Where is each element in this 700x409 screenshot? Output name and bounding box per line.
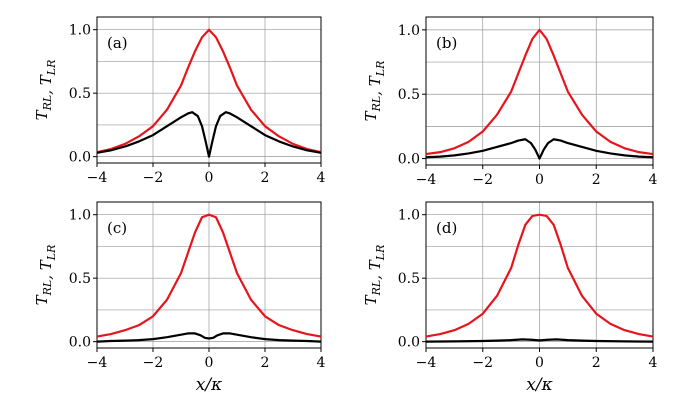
y-axis-label: TRL, TLR [33,245,58,306]
x-tick-label: 0 [535,172,544,188]
panel-d: −4 −2 0 2 4 0.0 0.5 1.0 (d) TRL, TLR x/κ [362,201,658,395]
x-tick-label: 0 [205,355,214,371]
x-tick-label: −4 [87,170,108,186]
series-line-red [425,28,654,156]
x-tick-label: 4 [317,355,326,371]
x-tick-label: 4 [649,355,658,371]
x-tick-label: 2 [592,355,601,371]
y-tick-label: 0.5 [398,87,420,103]
y-tick-label: 0.5 [69,86,91,102]
x-tick-label: 0 [205,170,214,186]
x-tick-label: −2 [472,355,493,371]
y-tick-label: 0.5 [69,271,91,287]
y-tick-label: 0.0 [398,152,420,168]
y-tick-label: 1.0 [69,208,91,224]
x-tick-label: 2 [261,355,270,371]
series-line-black [425,338,654,343]
series-line-red [96,213,322,338]
panel-c: −4 −2 0 2 4 0.0 0.5 1.0 (c) TRL, TLR x/κ [33,201,326,395]
y-tick-label: 1.0 [398,208,420,224]
x-tick-label: −4 [416,172,437,188]
x-tick-label: −4 [416,355,437,371]
y-axis-label: TRL, TLR [362,245,387,306]
y-tick-label: 1.0 [69,23,91,39]
x-axis-label: x/κ [526,375,552,395]
series-line-red [425,213,654,338]
series-line-red [96,28,322,154]
y-tick-label: 0.0 [69,150,91,166]
x-tick-label: 4 [317,170,326,186]
series-line-black [425,138,654,160]
series-line-black [96,332,322,343]
panel-label: (a) [107,34,128,52]
y-tick-label: 0.0 [69,335,91,351]
y-axis-label: TRL, TLR [362,61,387,122]
x-axis-label: x/κ [196,375,222,395]
x-tick-label: −2 [143,355,164,371]
x-tick-label: −4 [87,355,108,371]
x-tick-label: 0 [535,355,544,371]
y-tick-label: 0.0 [398,335,420,351]
y-tick-label: 0.5 [398,271,420,287]
panel-label: (c) [107,219,127,237]
y-tick-label: 1.0 [398,23,420,39]
panel-b: −4 −2 0 2 4 0.0 0.5 1.0 (b) TRL, TLR [362,16,658,188]
y-axis-label: TRL, TLR [33,60,58,121]
x-tick-label: −2 [143,170,164,186]
x-tick-label: 2 [261,170,270,186]
series-line-black [96,111,322,158]
x-tick-label: 2 [592,172,601,188]
panel-label: (d) [436,219,457,237]
panel-label: (b) [436,34,457,52]
x-tick-label: 4 [649,172,658,188]
x-tick-label: −2 [472,172,493,188]
panel-a: −4 −2 0 2 4 0.0 0.5 1.0 (a) TRL, TLR [33,16,326,186]
